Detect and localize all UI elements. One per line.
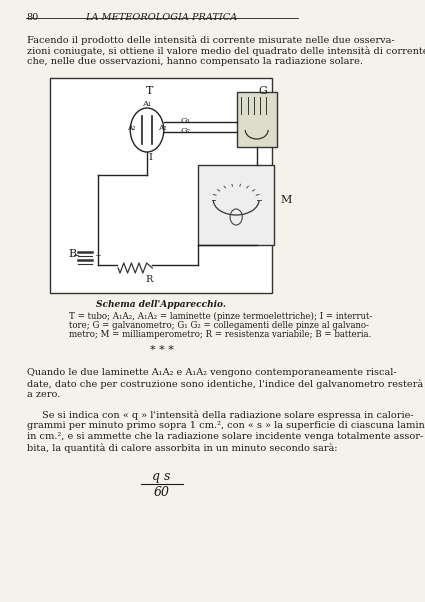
Text: Schema dell'Apparecchio.: Schema dell'Apparecchio. <box>96 300 227 309</box>
Text: 60: 60 <box>153 486 170 499</box>
Text: Facendo il prodotto delle intensità di corrente misurate nelle due osserva-: Facendo il prodotto delle intensità di c… <box>27 35 394 45</box>
Text: −: − <box>72 252 79 260</box>
Text: +: + <box>94 252 101 260</box>
Text: * * *: * * * <box>150 345 173 355</box>
Text: q s: q s <box>152 470 171 483</box>
Text: a zero.: a zero. <box>27 390 60 399</box>
Text: in cm.², e si ammette che la radiazione solare incidente venga totalmente assor-: in cm.², e si ammette che la radiazione … <box>27 432 423 441</box>
Text: A₂: A₂ <box>158 124 166 132</box>
Text: A₂: A₂ <box>127 124 136 132</box>
Text: 80: 80 <box>27 13 39 22</box>
FancyBboxPatch shape <box>198 165 274 245</box>
FancyBboxPatch shape <box>237 92 277 147</box>
Text: date, dato che per costruzione sono identiche, l'indice del galvanometro resterà: date, dato che per costruzione sono iden… <box>27 379 423 389</box>
Text: T: T <box>146 86 153 96</box>
Text: G₂: G₂ <box>181 127 190 135</box>
Text: A₁: A₁ <box>142 100 152 108</box>
Text: I: I <box>148 153 152 162</box>
Text: che, nelle due osservazioni, hanno compensato la radiazione solare.: che, nelle due osservazioni, hanno compe… <box>27 57 363 66</box>
Text: zioni coniugate, si ottiene il valore medio del quadrato delle intensità di corr: zioni coniugate, si ottiene il valore me… <box>27 46 425 56</box>
Text: Quando le due laminette A₁A₂ e A₁A₂ vengono contemporaneamente riscal-: Quando le due laminette A₁A₂ e A₁A₂ veng… <box>27 368 396 377</box>
Text: T = tubo; A₁A₂, A₁A₂ = laminette (pinze termoelettriche); I = interrut-: T = tubo; A₁A₂, A₁A₂ = laminette (pinze … <box>68 312 372 321</box>
Text: G₁: G₁ <box>181 117 190 125</box>
Text: grammi per minuto primo sopra 1 cm.², con « s » la superficie di ciascuna lamina: grammi per minuto primo sopra 1 cm.², co… <box>27 421 425 430</box>
Text: tore; G = galvanometro; G₁ G₂ = collegamenti delle pinze al galvano-: tore; G = galvanometro; G₁ G₂ = collegam… <box>68 321 368 330</box>
Text: bita, la quantità di calore assorbita in un minuto secondo sarà:: bita, la quantità di calore assorbita in… <box>27 443 337 453</box>
Text: Se si indica con « q » l'intensità della radiazione solare espressa in calorie-: Se si indica con « q » l'intensità della… <box>42 410 414 420</box>
Text: B: B <box>68 249 76 259</box>
Text: R: R <box>146 275 153 284</box>
Text: G: G <box>258 86 267 96</box>
Text: metro; M = milliamperometro; R = resistenza variabile; B = batteria.: metro; M = milliamperometro; R = resiste… <box>68 330 371 339</box>
Text: LA METEOROLOGIA PRATICA: LA METEOROLOGIA PRATICA <box>85 13 238 22</box>
Text: M: M <box>280 195 292 205</box>
FancyBboxPatch shape <box>50 78 272 293</box>
